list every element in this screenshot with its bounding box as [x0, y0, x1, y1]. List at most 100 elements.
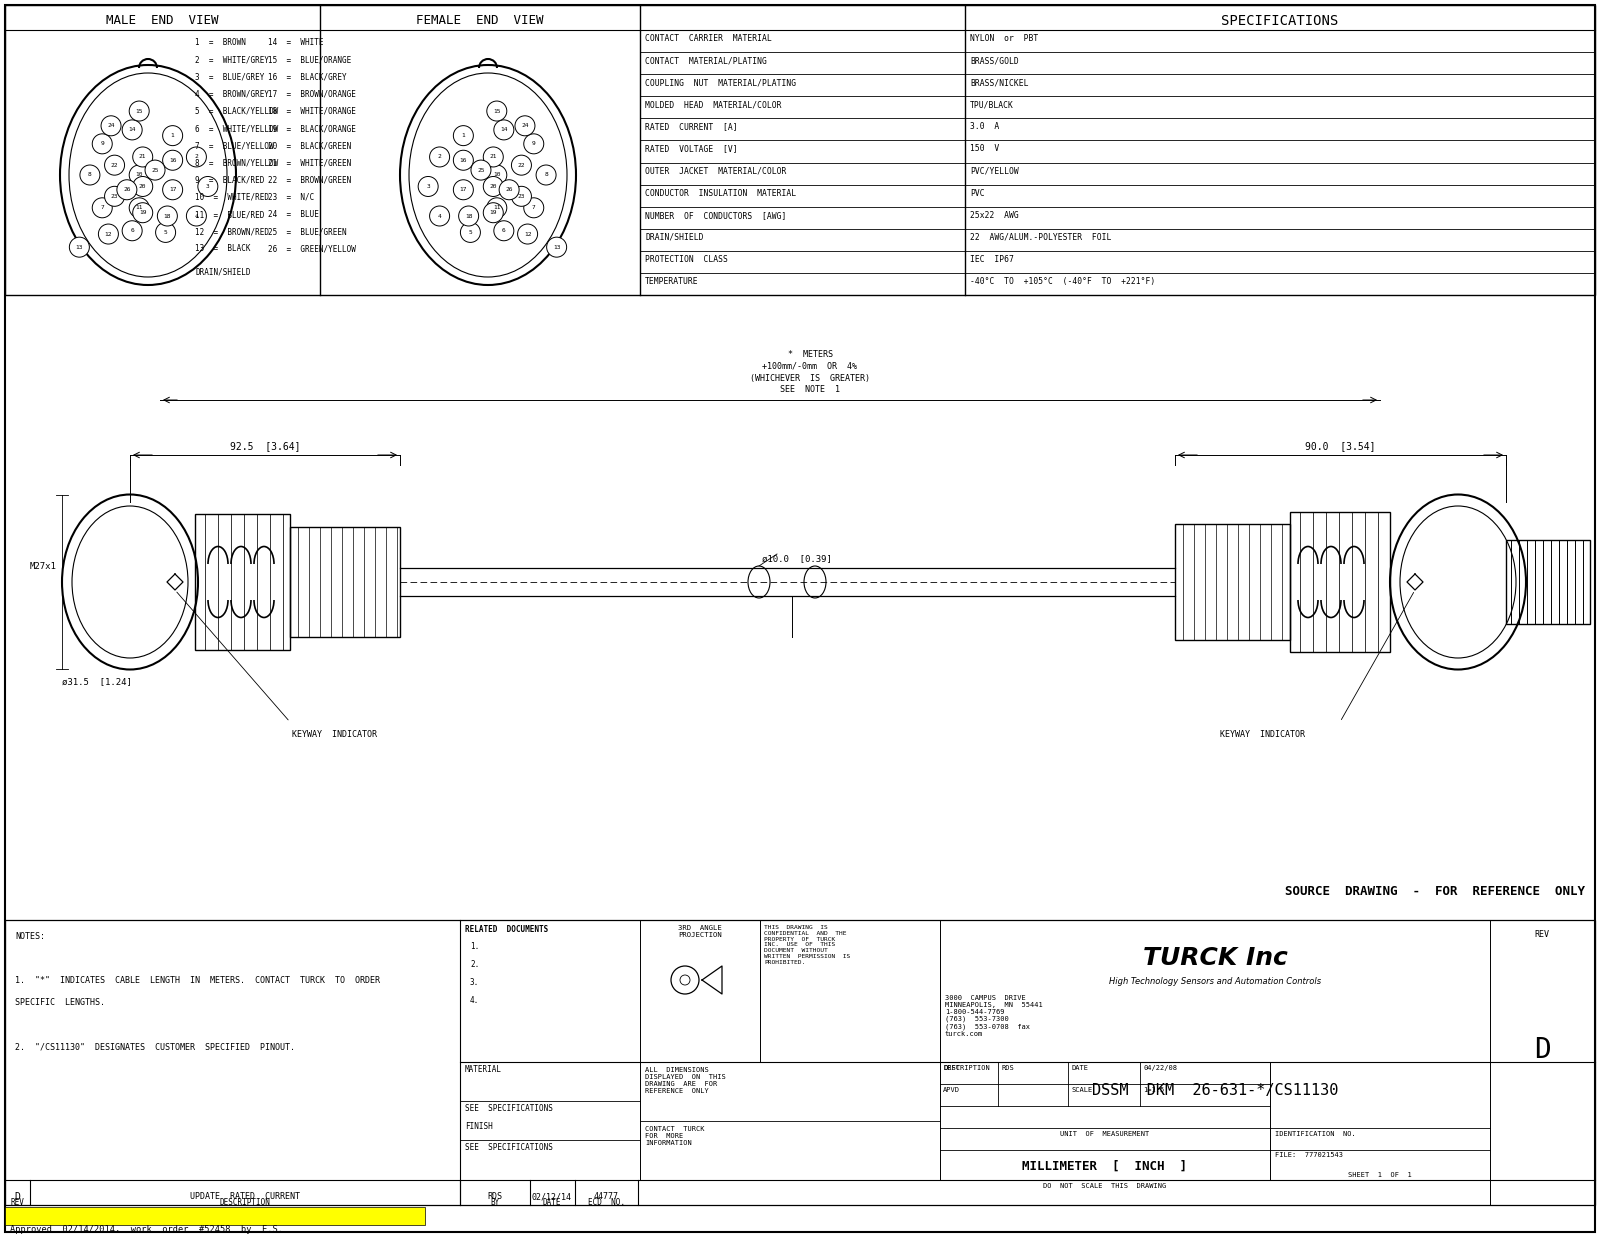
- Text: 1.: 1.: [470, 943, 480, 951]
- Text: 11  =  BLUE/RED: 11 = BLUE/RED: [195, 210, 264, 219]
- Text: 24: 24: [522, 124, 528, 129]
- Text: KEYWAY  INDICATOR: KEYWAY INDICATOR: [1221, 730, 1306, 738]
- Text: 18: 18: [466, 214, 472, 219]
- Text: 2  =  WHITE/GREY: 2 = WHITE/GREY: [195, 56, 269, 64]
- Text: MATERIAL: MATERIAL: [466, 1065, 502, 1074]
- Circle shape: [122, 120, 142, 140]
- Circle shape: [486, 165, 507, 186]
- Text: 25: 25: [152, 167, 158, 173]
- Circle shape: [122, 220, 142, 241]
- Circle shape: [130, 198, 149, 218]
- Bar: [195, 515, 290, 649]
- Text: High Technology Sensors and Automation Controls: High Technology Sensors and Automation C…: [1109, 977, 1322, 986]
- Text: SPECIFIC  LENGTHS.: SPECIFIC LENGTHS.: [14, 998, 106, 1007]
- Text: CONTACT  TURCK
FOR  MORE
INFORMATION: CONTACT TURCK FOR MORE INFORMATION: [645, 1126, 704, 1145]
- Circle shape: [515, 116, 534, 136]
- Text: 5: 5: [163, 230, 168, 235]
- Circle shape: [130, 101, 149, 121]
- Text: APVD: APVD: [942, 1087, 960, 1094]
- Text: 3  =  BLUE/GREY: 3 = BLUE/GREY: [195, 73, 264, 82]
- Text: 4: 4: [438, 214, 442, 219]
- Text: DRFT: DRFT: [942, 1065, 960, 1071]
- Text: TURCK Inc: TURCK Inc: [1142, 946, 1288, 970]
- Bar: [1174, 524, 1290, 640]
- Text: 15: 15: [493, 109, 501, 114]
- Circle shape: [133, 177, 152, 197]
- Text: 17: 17: [459, 187, 467, 192]
- Circle shape: [198, 177, 218, 197]
- Text: 18  =  WHITE/ORANGE: 18 = WHITE/ORANGE: [269, 106, 355, 116]
- Circle shape: [104, 187, 125, 207]
- Text: 9: 9: [101, 141, 104, 146]
- Text: 10: 10: [493, 172, 501, 177]
- Text: 4.: 4.: [470, 996, 480, 1004]
- Text: DO  NOT  SCALE  THIS  DRAWING: DO NOT SCALE THIS DRAWING: [1043, 1183, 1166, 1189]
- Text: 6: 6: [502, 229, 506, 234]
- Text: 1  =  BROWN: 1 = BROWN: [195, 38, 246, 47]
- Circle shape: [80, 165, 99, 186]
- Text: IDENTIFICATION  NO.: IDENTIFICATION NO.: [1275, 1131, 1355, 1137]
- Text: 92.5  [3.64]: 92.5 [3.64]: [230, 442, 301, 452]
- Text: 25x22  AWG: 25x22 AWG: [970, 210, 1019, 220]
- Circle shape: [483, 203, 504, 223]
- Text: NUMBER  OF  CONDUCTORS  [AWG]: NUMBER OF CONDUCTORS [AWG]: [645, 210, 786, 220]
- Text: 3: 3: [426, 184, 430, 189]
- Text: 04/22/08: 04/22/08: [1142, 1065, 1178, 1071]
- Text: IEC  IP67: IEC IP67: [970, 255, 1014, 263]
- Text: THIS  DRAWING  IS
CONFIDENTIAL  AND  THE
PROPERTY  OF  TURCK
INC.  USE  OF  THIS: THIS DRAWING IS CONFIDENTIAL AND THE PRO…: [765, 925, 850, 965]
- Text: BRASS/GOLD: BRASS/GOLD: [970, 56, 1019, 66]
- Text: Approved  02/14/2014,  work  order  #52458  by  E.S.: Approved 02/14/2014, work order #52458 b…: [10, 1225, 283, 1235]
- Text: ECD  NO.: ECD NO.: [587, 1197, 624, 1207]
- Text: 22  =  BROWN/GREEN: 22 = BROWN/GREEN: [269, 176, 352, 184]
- Text: NOTES:: NOTES:: [14, 931, 45, 941]
- Text: 26  =  GREEN/YELLOW: 26 = GREEN/YELLOW: [269, 245, 355, 254]
- Circle shape: [117, 179, 138, 199]
- Text: 22: 22: [110, 162, 118, 168]
- Text: 1.  "*"  INDICATES  CABLE  LENGTH  IN  METERS.  CONTACT  TURCK  TO  ORDER: 1. "*" INDICATES CABLE LENGTH IN METERS.…: [14, 976, 381, 985]
- Text: 25  =  BLUE/GREEN: 25 = BLUE/GREEN: [269, 228, 347, 236]
- Text: REV: REV: [1534, 930, 1549, 939]
- Text: RDS: RDS: [488, 1192, 502, 1201]
- Text: 7: 7: [101, 205, 104, 210]
- Text: 23: 23: [110, 194, 118, 199]
- Text: 26: 26: [123, 187, 131, 192]
- Circle shape: [547, 238, 566, 257]
- Text: DRAIN/SHIELD: DRAIN/SHIELD: [195, 267, 251, 277]
- Text: 17: 17: [170, 187, 176, 192]
- Circle shape: [186, 207, 206, 226]
- Bar: [5, 920, 1595, 1205]
- Text: 20  =  BLACK/GREEN: 20 = BLACK/GREEN: [269, 141, 352, 150]
- Circle shape: [523, 134, 544, 153]
- Circle shape: [536, 165, 557, 186]
- Text: 14: 14: [128, 127, 136, 132]
- Text: 1: 1: [171, 134, 174, 139]
- Text: 11: 11: [493, 205, 501, 210]
- Text: 12  =  BROWN/RED: 12 = BROWN/RED: [195, 228, 269, 236]
- Text: 44777: 44777: [594, 1192, 619, 1201]
- Text: 2: 2: [195, 155, 198, 160]
- Circle shape: [494, 120, 514, 140]
- Text: REV: REV: [10, 1197, 24, 1207]
- Text: 7: 7: [531, 205, 536, 210]
- Circle shape: [163, 150, 182, 171]
- Text: MOLDED  HEAD  MATERIAL/COLOR: MOLDED HEAD MATERIAL/COLOR: [645, 100, 781, 109]
- Circle shape: [133, 203, 152, 223]
- Text: 15: 15: [136, 109, 142, 114]
- Text: 2.  "/CS11130"  DESIGNATES  CUSTOMER  SPECIFIED  PINOUT.: 2. "/CS11130" DESIGNATES CUSTOMER SPECIF…: [14, 1042, 294, 1051]
- Bar: [1290, 512, 1390, 652]
- Text: 10: 10: [136, 172, 142, 177]
- Circle shape: [186, 147, 206, 167]
- Text: *  METERS
+100mm/-0mm  OR  4%
(WHICHEVER  IS  GREATER)
SEE  NOTE  1: * METERS +100mm/-0mm OR 4% (WHICHEVER IS…: [750, 350, 870, 395]
- Text: 21: 21: [490, 155, 498, 160]
- Text: 3.: 3.: [470, 978, 480, 987]
- Text: 13: 13: [75, 245, 83, 250]
- Text: 12: 12: [104, 231, 112, 236]
- Text: KEYWAY  INDICATOR: KEYWAY INDICATOR: [291, 730, 378, 738]
- Text: SHEET  1  OF  1: SHEET 1 OF 1: [1349, 1171, 1411, 1178]
- Text: 5  =  BLACK/YELLOW: 5 = BLACK/YELLOW: [195, 106, 278, 116]
- Circle shape: [483, 177, 504, 197]
- Text: 23: 23: [518, 194, 525, 199]
- Circle shape: [69, 238, 90, 257]
- Text: 16: 16: [459, 158, 467, 163]
- Circle shape: [512, 187, 531, 207]
